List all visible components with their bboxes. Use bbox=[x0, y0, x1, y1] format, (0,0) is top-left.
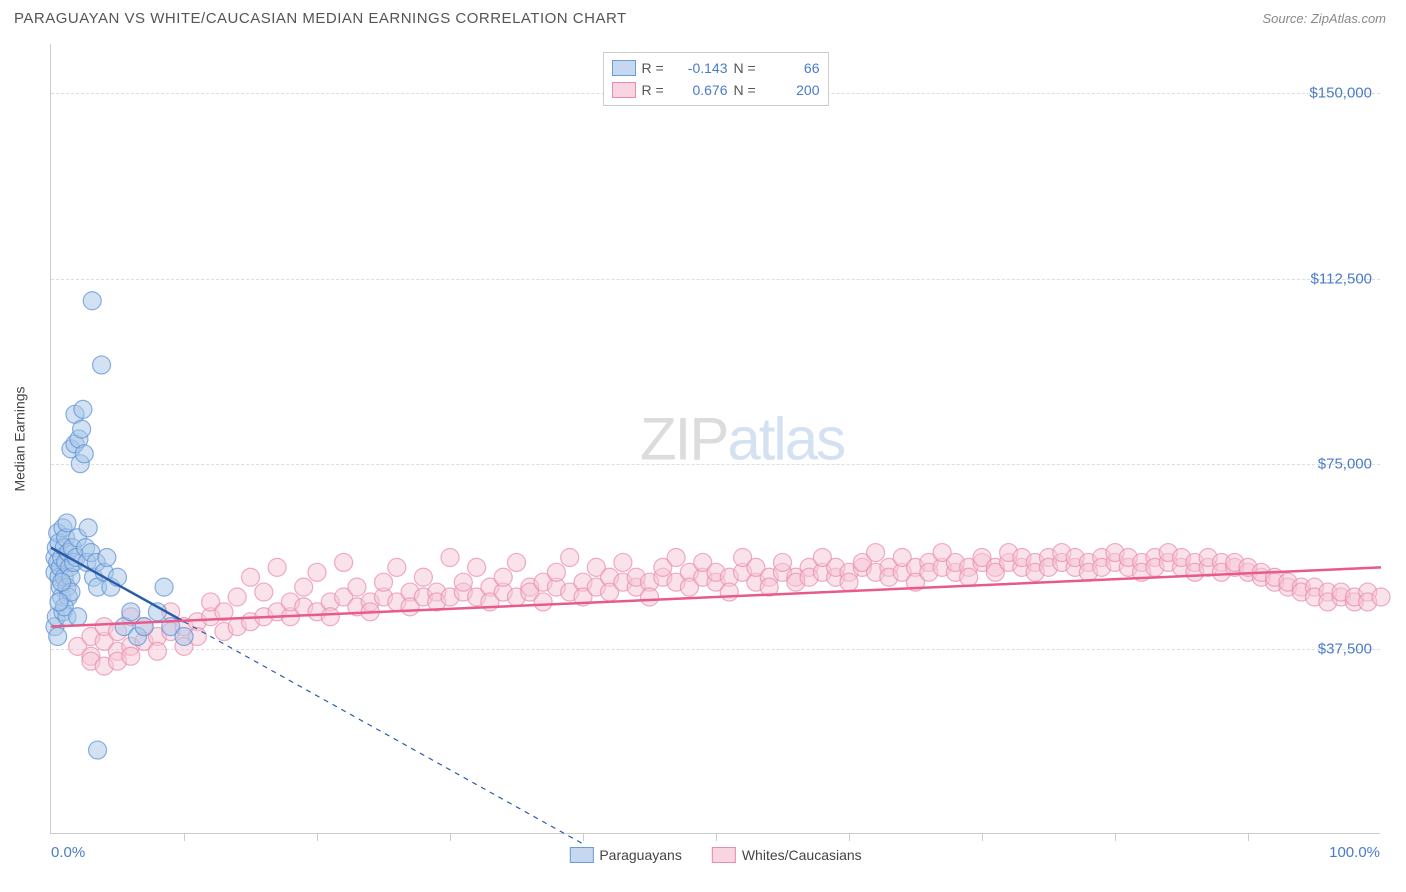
x-tick-label: 100.0% bbox=[1329, 844, 1380, 861]
scatter-point bbox=[774, 553, 792, 571]
bottom-legend-item-0: Paraguayans bbox=[569, 847, 682, 863]
x-tick-mark bbox=[184, 833, 185, 841]
scatter-point bbox=[89, 741, 107, 759]
bottom-legend: Paraguayans Whites/Caucasians bbox=[569, 847, 861, 863]
stats-legend: R = -0.143 N = 66 R = 0.676 N = 200 bbox=[603, 52, 829, 106]
scatter-point bbox=[155, 578, 173, 596]
bottom-swatch-0 bbox=[569, 847, 593, 863]
scatter-point bbox=[53, 573, 71, 591]
scatter-point bbox=[73, 420, 91, 438]
scatter-point bbox=[98, 549, 116, 567]
x-tick-mark bbox=[317, 833, 318, 841]
scatter-point bbox=[720, 583, 738, 601]
bottom-swatch-1 bbox=[712, 847, 736, 863]
x-tick-mark bbox=[1115, 833, 1116, 841]
series-name-1: Whites/Caucasians bbox=[742, 847, 862, 863]
scatter-point bbox=[75, 445, 93, 463]
scatter-point bbox=[414, 568, 432, 586]
scatter-point bbox=[255, 583, 273, 601]
chart-plot-area: ZIPatlas R = -0.143 N = 66 R = 0.676 N =… bbox=[50, 44, 1380, 834]
y-axis-label-container: Median Earnings bbox=[10, 44, 30, 834]
scatter-point bbox=[534, 593, 552, 611]
scatter-point bbox=[960, 568, 978, 586]
stat-r-label: R = bbox=[642, 82, 668, 98]
chart-source: Source: ZipAtlas.com bbox=[1262, 11, 1386, 26]
stat-n-val-0: 66 bbox=[766, 60, 820, 76]
stat-r-label: R = bbox=[642, 60, 668, 76]
scatter-point bbox=[614, 553, 632, 571]
stats-legend-row-0: R = -0.143 N = 66 bbox=[612, 57, 820, 79]
stats-legend-row-1: R = 0.676 N = 200 bbox=[612, 79, 820, 101]
scatter-point bbox=[508, 553, 526, 571]
scatter-point bbox=[79, 519, 97, 537]
scatter-point bbox=[50, 593, 68, 611]
stat-n-label: N = bbox=[734, 60, 760, 76]
scatter-point bbox=[441, 549, 459, 567]
scatter-point bbox=[228, 588, 246, 606]
scatter-point bbox=[83, 292, 101, 310]
x-tick-mark bbox=[849, 833, 850, 841]
scatter-point bbox=[69, 608, 87, 626]
scatter-point bbox=[388, 558, 406, 576]
chart-title: PARAGUAYAN VS WHITE/CAUCASIAN MEDIAN EAR… bbox=[14, 10, 627, 27]
x-tick-mark bbox=[583, 833, 584, 841]
y-axis-label: Median Earnings bbox=[12, 386, 28, 491]
scatter-point bbox=[561, 549, 579, 567]
scatter-point bbox=[667, 549, 685, 567]
stat-n-label: N = bbox=[734, 82, 760, 98]
legend-swatch-0 bbox=[612, 60, 636, 76]
scatter-point bbox=[840, 573, 858, 591]
bottom-legend-item-1: Whites/Caucasians bbox=[712, 847, 862, 863]
scatter-point bbox=[547, 563, 565, 581]
scatter-point bbox=[308, 563, 326, 581]
scatter-point bbox=[348, 578, 366, 596]
scatter-point bbox=[454, 573, 472, 591]
scatter-point bbox=[375, 573, 393, 591]
scatter-point bbox=[49, 628, 67, 646]
scatter-point bbox=[268, 558, 286, 576]
x-tick-label: 0.0% bbox=[51, 844, 85, 861]
scatter-point bbox=[122, 603, 140, 621]
scatter-point bbox=[175, 628, 193, 646]
chart-header: PARAGUAYAN VS WHITE/CAUCASIAN MEDIAN EAR… bbox=[0, 0, 1406, 33]
legend-swatch-1 bbox=[612, 82, 636, 98]
scatter-point bbox=[122, 647, 140, 665]
series-name-0: Paraguayans bbox=[599, 847, 682, 863]
scatter-point bbox=[494, 568, 512, 586]
stat-n-val-1: 200 bbox=[766, 82, 820, 98]
scatter-point bbox=[135, 618, 153, 636]
x-tick-mark bbox=[982, 833, 983, 841]
scatter-point bbox=[321, 608, 339, 626]
scatter-point bbox=[641, 588, 659, 606]
trend-line-extrapolated bbox=[184, 622, 583, 844]
scatter-point bbox=[295, 578, 313, 596]
scatter-point bbox=[93, 356, 111, 374]
scatter-svg bbox=[51, 44, 1380, 833]
scatter-point bbox=[74, 400, 92, 418]
x-tick-mark bbox=[1248, 833, 1249, 841]
scatter-point bbox=[242, 568, 260, 586]
x-tick-mark bbox=[716, 833, 717, 841]
x-tick-mark bbox=[450, 833, 451, 841]
scatter-point bbox=[335, 553, 353, 571]
scatter-point bbox=[148, 642, 166, 660]
scatter-point bbox=[1372, 588, 1390, 606]
scatter-point bbox=[468, 558, 486, 576]
stat-r-val-0: -0.143 bbox=[674, 60, 728, 76]
stat-r-val-1: 0.676 bbox=[674, 82, 728, 98]
scatter-point bbox=[867, 544, 885, 562]
